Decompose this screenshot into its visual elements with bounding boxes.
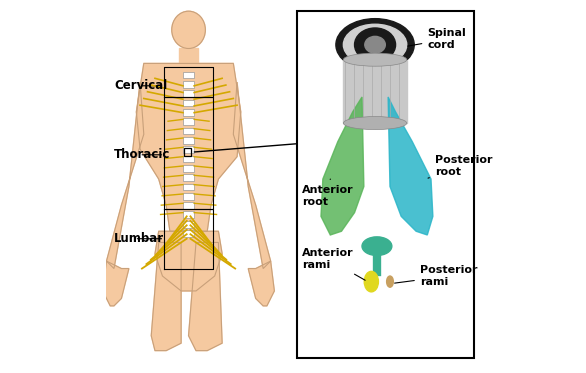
Bar: [183, 202, 194, 209]
Bar: [183, 128, 194, 134]
Text: Posterior
rami: Posterior rami: [394, 265, 478, 287]
Bar: [183, 193, 194, 200]
Text: Anterior
root: Anterior root: [302, 179, 354, 207]
Polygon shape: [137, 63, 241, 231]
Ellipse shape: [172, 11, 205, 48]
Text: Cervical: Cervical: [114, 79, 167, 92]
Text: Posterior
root: Posterior root: [428, 155, 492, 178]
Ellipse shape: [362, 237, 392, 256]
Polygon shape: [343, 60, 407, 123]
Bar: [183, 156, 194, 162]
Bar: [183, 137, 194, 144]
Text: Thoracic: Thoracic: [114, 148, 171, 161]
Bar: [183, 165, 194, 172]
Bar: [183, 146, 194, 153]
Polygon shape: [103, 261, 129, 306]
Text: Anterior
rami: Anterior rami: [302, 248, 365, 280]
Bar: [183, 100, 194, 106]
Ellipse shape: [365, 37, 386, 53]
Ellipse shape: [343, 24, 407, 65]
Text: Lumbar: Lumbar: [114, 232, 164, 245]
Bar: [183, 109, 194, 116]
Bar: [183, 72, 194, 78]
Ellipse shape: [387, 276, 393, 287]
Bar: [297, 11, 474, 358]
Bar: [183, 221, 194, 228]
Polygon shape: [388, 97, 433, 235]
Ellipse shape: [343, 53, 407, 66]
Text: Spinal
cord: Spinal cord: [408, 28, 466, 50]
Bar: [183, 184, 194, 190]
Polygon shape: [107, 82, 144, 269]
Bar: [183, 230, 194, 237]
Polygon shape: [248, 261, 274, 306]
Ellipse shape: [336, 19, 414, 71]
Ellipse shape: [355, 28, 396, 62]
Polygon shape: [179, 48, 198, 63]
Polygon shape: [155, 231, 222, 291]
Bar: [183, 90, 194, 97]
Ellipse shape: [343, 116, 407, 129]
Ellipse shape: [364, 271, 379, 292]
Polygon shape: [321, 97, 364, 235]
Bar: [183, 118, 194, 125]
Bar: [184, 148, 191, 156]
Polygon shape: [233, 82, 271, 269]
Polygon shape: [189, 242, 222, 351]
Bar: [183, 211, 194, 218]
Bar: [183, 174, 194, 181]
Polygon shape: [151, 242, 181, 351]
Bar: [183, 81, 194, 88]
